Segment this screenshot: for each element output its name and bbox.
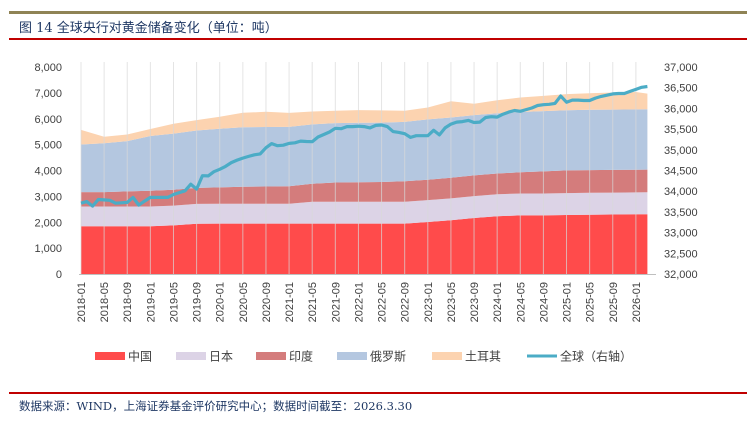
x-tick-label: 2024-05 xyxy=(515,282,527,322)
y-tick-label: 4,000 xyxy=(34,166,62,178)
y2-tick-label: 35,000 xyxy=(664,145,698,157)
x-tick-label: 2022-09 xyxy=(400,282,412,322)
y2-tick-label: 34,500 xyxy=(664,166,698,178)
x-tick-label: 2025-01 xyxy=(562,282,574,322)
x-tick-label: 2022-05 xyxy=(377,282,389,322)
y-tick-label: 3,000 xyxy=(34,191,62,203)
area-turkey xyxy=(81,92,648,145)
top-rule xyxy=(9,11,747,14)
y2-tick-label: 32,500 xyxy=(664,248,698,260)
x-tick-label: 2024-01 xyxy=(492,282,504,322)
x-tick-label: 2018-09 xyxy=(122,282,134,322)
source-note: 数据来源：WIND，上海证券基金评价研究中心；数据时间截至：2026.3.30 xyxy=(19,399,413,413)
area-russia xyxy=(81,109,648,193)
legend-swatch-india xyxy=(256,352,286,360)
x-tick-label: 2019-09 xyxy=(192,282,204,322)
y-tick-label: 1,000 xyxy=(34,243,62,255)
legend-swatch-russia xyxy=(337,352,367,360)
x-tick-label: 2025-09 xyxy=(608,282,620,322)
x-tick-label: 2026-01 xyxy=(631,282,643,322)
y-tick-label: 6,000 xyxy=(34,114,62,126)
x-tick-label: 2018-01 xyxy=(76,282,88,322)
legend-swatch-japan xyxy=(176,352,206,360)
legend-label-japan: 日本 xyxy=(209,350,233,364)
x-tick-label: 2021-01 xyxy=(284,282,296,322)
x-tick-label: 2021-05 xyxy=(307,282,319,322)
legend-swatch-turkey xyxy=(432,352,462,360)
x-tick-label: 2020-01 xyxy=(215,282,227,322)
y-tick-label: 0 xyxy=(56,269,62,281)
y-tick-label: 7,000 xyxy=(34,88,62,100)
x-tick-label: 2023-01 xyxy=(423,282,435,322)
legend-label-china: 中国 xyxy=(128,349,152,364)
area-china xyxy=(81,214,648,274)
x-tick-label: 2020-05 xyxy=(238,282,250,322)
x-tick-label: 2021-09 xyxy=(330,282,342,322)
area-india xyxy=(81,169,648,207)
x-tick-label: 2019-01 xyxy=(145,282,157,322)
x-tick-label: 2023-09 xyxy=(469,282,481,322)
x-tick-label: 2025-05 xyxy=(585,282,597,322)
y-tick-label: 2,000 xyxy=(34,217,62,229)
x-tick-label: 2022-01 xyxy=(353,282,365,322)
legend-swatch-china xyxy=(95,352,125,360)
x-tick-label: 2020-09 xyxy=(261,282,273,322)
legend-label-global: 全球（右轴） xyxy=(560,349,632,364)
footer-rule xyxy=(9,392,747,394)
y2-tick-label: 34,000 xyxy=(664,186,698,198)
x-tick-label: 2023-05 xyxy=(446,282,458,322)
x-tick-label: 2019-05 xyxy=(168,282,180,322)
line-global xyxy=(80,84,648,208)
title-rule xyxy=(9,38,747,40)
x-tick-label: 2024-09 xyxy=(538,282,550,322)
legend-label-india: 印度 xyxy=(289,349,313,364)
y2-tick-label: 37,000 xyxy=(664,62,698,74)
legend-label-turkey: 土耳其 xyxy=(465,350,501,364)
y2-tick-label: 36,500 xyxy=(664,83,698,95)
figure-title: 图 14 全球央行对黄金储备变化（单位：吨） xyxy=(19,21,278,36)
x-tick-label: 2018-05 xyxy=(99,282,111,322)
y2-tick-label: 33,500 xyxy=(664,207,698,219)
y2-tick-label: 35,500 xyxy=(664,124,698,136)
legend-label-russia: 俄罗斯 xyxy=(370,350,406,364)
y2-tick-label: 33,000 xyxy=(664,228,698,240)
y2-tick-label: 32,000 xyxy=(664,269,698,281)
area-japan xyxy=(81,192,648,227)
y-tick-label: 5,000 xyxy=(34,140,62,152)
y-tick-label: 8,000 xyxy=(34,62,62,74)
y2-tick-label: 36,000 xyxy=(664,103,698,115)
